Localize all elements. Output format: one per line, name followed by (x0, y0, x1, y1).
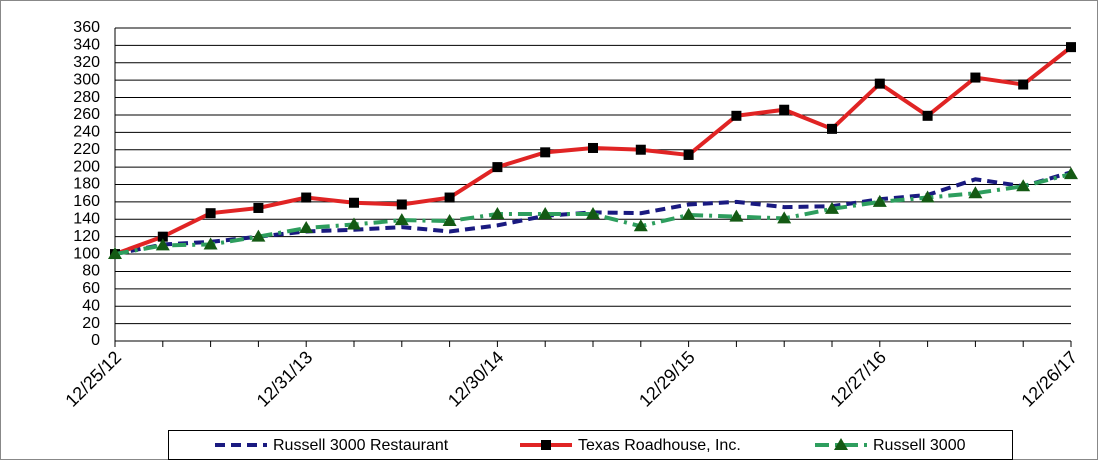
y-tick-label: 280 (73, 89, 100, 106)
y-tick-label: 220 (73, 141, 100, 158)
y-tick-label: 340 (73, 37, 100, 54)
y-tick-label: 200 (73, 158, 100, 175)
data-point (444, 192, 455, 203)
data-point (586, 207, 600, 220)
data-point (968, 186, 983, 199)
data-point (540, 147, 551, 158)
data-point (731, 110, 742, 121)
data-point (827, 123, 837, 134)
data-point (108, 247, 122, 260)
data-point (396, 199, 407, 210)
data-point (777, 211, 792, 224)
y-tick-label: 320 (73, 54, 100, 71)
data-point (1066, 42, 1076, 53)
data-point (1018, 79, 1029, 90)
legend-marker (834, 438, 848, 450)
data-point (635, 144, 646, 155)
data-point (299, 220, 314, 233)
data-point (970, 72, 981, 83)
data-point (155, 238, 170, 251)
y-tick-label: 100 (73, 245, 100, 262)
data-point (588, 142, 598, 153)
data-point (492, 162, 503, 173)
data-point (681, 207, 696, 220)
y-tick-label: 180 (73, 176, 100, 193)
data-point (442, 214, 457, 227)
data-point (683, 149, 694, 160)
y-tick-label: 60 (82, 280, 100, 297)
data-point (251, 229, 266, 242)
data-point (922, 110, 933, 121)
data-point (633, 219, 648, 232)
data-point (490, 207, 505, 220)
legend-label: Texas Roadhouse, Inc. (578, 437, 741, 454)
data-point (872, 194, 887, 207)
legend-box (168, 430, 1013, 460)
data-point (301, 192, 312, 203)
data-point (157, 231, 168, 242)
legend-label: Russell 3000 Restaurant (273, 437, 449, 454)
legend-marker (541, 440, 551, 450)
y-tick-label: 300 (73, 71, 100, 88)
y-tick-label: 260 (73, 106, 100, 123)
data-point (1064, 167, 1078, 180)
y-tick-label: 240 (73, 124, 100, 141)
y-tick-label: 80 (82, 263, 100, 280)
data-point (729, 209, 744, 222)
y-tick-label: 0 (91, 332, 100, 349)
data-point (253, 202, 264, 213)
data-point (538, 207, 553, 220)
data-point (203, 237, 218, 250)
data-point (205, 208, 216, 219)
data-point (349, 197, 359, 208)
y-tick-label: 140 (73, 210, 100, 227)
y-tick-label: 360 (73, 19, 100, 36)
series-line (114, 172, 1072, 257)
y-tick-label: 40 (82, 297, 100, 314)
y-tick-label: 160 (73, 193, 100, 210)
data-point (394, 213, 409, 226)
y-tick-label: 20 (82, 315, 100, 332)
data-point (920, 190, 935, 203)
data-point (874, 78, 885, 89)
data-point (779, 104, 790, 115)
data-point (825, 201, 839, 214)
y-tick-label: 120 (73, 228, 100, 245)
data-point (1016, 179, 1031, 192)
data-point (347, 217, 361, 230)
legend-label: Russell 3000 (873, 437, 966, 454)
